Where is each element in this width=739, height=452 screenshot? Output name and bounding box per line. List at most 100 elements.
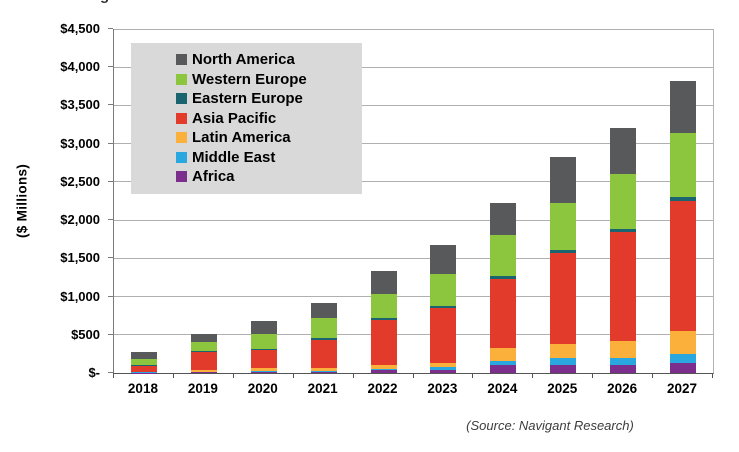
y-tick-label: $500 — [71, 326, 100, 342]
segment-asia-pacific-2023 — [430, 307, 457, 364]
segment-north-america-2026 — [610, 127, 637, 174]
clipped-title-text: g — [100, 0, 109, 4]
segment-western-europe-2023 — [430, 273, 457, 306]
segment-middle-east-2024 — [490, 360, 517, 365]
segment-asia-pacific-2019 — [190, 351, 217, 370]
segment-africa-2022 — [370, 370, 397, 373]
segment-asia-pacific-2018 — [130, 365, 157, 372]
segment-latin-america-2021 — [310, 367, 337, 371]
x-tick-label-2025: 2025 — [547, 381, 578, 396]
segment-africa-2021 — [310, 371, 337, 373]
y-tick-mark — [108, 180, 113, 182]
segment-western-europe-2024 — [490, 235, 517, 276]
y-tick-label: $3,000 — [60, 135, 100, 151]
y-tick-label: $3,500 — [60, 97, 100, 113]
y-tick-mark — [108, 295, 113, 297]
legend: North America Western Europe Eastern Europ… — [131, 43, 362, 194]
segment-western-europe-2020 — [250, 333, 277, 349]
segment-latin-america-2024 — [490, 348, 517, 361]
segment-eastern-europe-2026 — [610, 229, 637, 233]
segment-latin-america-2023 — [430, 363, 457, 368]
bar-2026 — [610, 127, 637, 373]
segment-latin-america-2026 — [610, 340, 637, 358]
segment-asia-pacific-2024 — [490, 279, 517, 349]
segment-latin-america-2018 — [130, 371, 157, 373]
y-tick-label: $1,500 — [60, 250, 100, 266]
segment-middle-east-2019 — [190, 371, 217, 373]
x-tick-mark — [292, 373, 294, 378]
segment-latin-america-2020 — [250, 368, 277, 372]
legend-swatch-icon — [176, 132, 187, 144]
segment-western-europe-2026 — [610, 173, 637, 230]
segment-middle-east-2021 — [310, 370, 337, 372]
bar-2022 — [370, 270, 397, 373]
y-tick-mark — [108, 257, 113, 259]
bar-2024 — [490, 202, 517, 373]
gridline — [114, 334, 713, 336]
segment-north-america-2019 — [190, 333, 217, 343]
segment-africa-2024 — [490, 364, 517, 373]
segment-eastern-europe-2019 — [190, 350, 217, 352]
bar-2019 — [190, 333, 217, 373]
segment-eastern-europe-2018 — [130, 365, 157, 366]
gridline — [114, 104, 713, 106]
segment-eastern-europe-2022 — [370, 318, 397, 321]
legend-swatch-icon — [176, 151, 187, 163]
segment-asia-pacific-2021 — [310, 339, 337, 368]
y-tick-mark — [108, 219, 113, 221]
segment-western-europe-2022 — [370, 293, 397, 319]
legend-swatch-icon — [176, 54, 187, 66]
legend-item-africa: Africa — [176, 167, 362, 187]
bar-2025 — [550, 157, 577, 373]
segment-north-america-2024 — [490, 202, 517, 236]
segment-north-america-2021 — [310, 303, 337, 319]
segment-middle-east-2022 — [370, 368, 397, 371]
segment-eastern-europe-2023 — [430, 305, 457, 308]
legend-swatch-icon — [176, 93, 187, 105]
segment-middle-east-2025 — [550, 358, 577, 365]
plot-area: North America Western Europe Eastern Europ… — [113, 28, 714, 374]
bar-2023 — [430, 244, 457, 373]
y-tick-mark — [108, 28, 113, 29]
segment-western-europe-2019 — [190, 342, 217, 351]
x-tick-label-2019: 2019 — [187, 381, 218, 396]
segment-western-europe-2025 — [550, 202, 577, 250]
bar-2021 — [310, 303, 337, 373]
y-tick-mark — [108, 372, 113, 373]
x-tick-label-2018: 2018 — [127, 381, 158, 396]
segment-eastern-europe-2027 — [670, 197, 697, 202]
segment-north-america-2023 — [430, 244, 457, 274]
segment-middle-east-2027 — [670, 353, 697, 364]
segment-western-europe-2018 — [130, 358, 157, 366]
segment-north-america-2020 — [250, 320, 277, 334]
y-tick-mark — [108, 333, 113, 335]
gridline — [114, 66, 713, 68]
x-tick-label-2026: 2026 — [607, 381, 638, 396]
segment-asia-pacific-2022 — [370, 320, 397, 365]
gridline — [114, 219, 713, 221]
legend-item-latin-america: Latin America — [176, 128, 362, 148]
segment-north-america-2018 — [130, 351, 157, 359]
segment-middle-east-2026 — [610, 357, 637, 365]
segment-latin-america-2022 — [370, 365, 397, 369]
segment-middle-east-2020 — [250, 371, 277, 372]
y-tick-mark — [108, 66, 113, 68]
legend-swatch-icon — [176, 73, 187, 85]
y-tick-label: $2,000 — [60, 212, 100, 228]
y-tick-label: $4,500 — [60, 21, 100, 36]
segment-middle-east-2023 — [430, 367, 457, 371]
segment-latin-america-2019 — [190, 369, 217, 372]
y-tick-label: $- — [88, 365, 100, 380]
clipped-title-fragment: g — [96, 0, 126, 6]
segment-africa-2027 — [670, 363, 697, 373]
x-tick-label-2023: 2023 — [427, 381, 458, 396]
segment-eastern-europe-2020 — [250, 348, 277, 351]
x-tick-label-2022: 2022 — [367, 381, 398, 396]
legend-label: Eastern Europe — [192, 90, 303, 108]
legend-label: North America — [192, 51, 295, 69]
legend-item-asia-pacific: Asia Pacific — [176, 109, 362, 129]
x-tick-mark — [232, 373, 234, 378]
bar-2027 — [670, 81, 697, 373]
segment-africa-2026 — [610, 364, 637, 373]
